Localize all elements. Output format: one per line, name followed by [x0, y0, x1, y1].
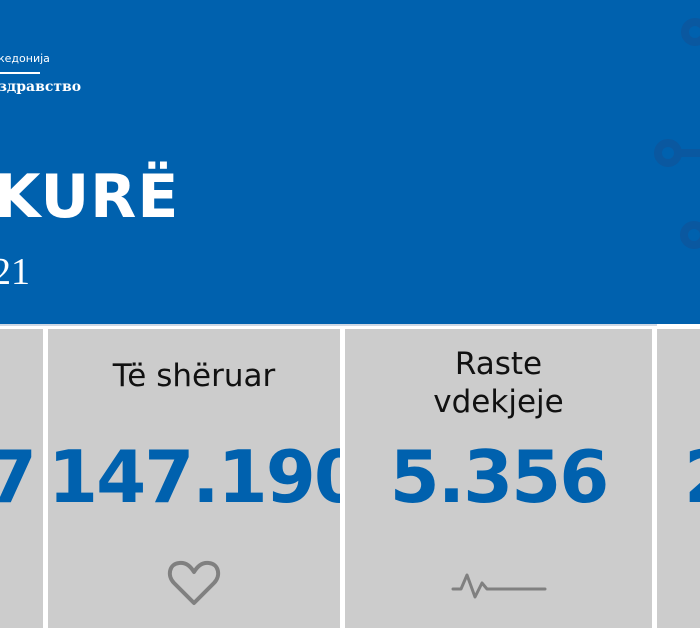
stat-card-partial-right: 2: [657, 329, 700, 628]
stat-label: Të shëruar: [112, 358, 276, 394]
logo-text-bottom: здравство: [0, 79, 82, 95]
circuit-decoration-icon: [654, 18, 700, 249]
page-title: KURË: [0, 162, 180, 232]
stat-card-recovered: Të shëruar 147.190: [48, 329, 340, 628]
logo-divider: [0, 72, 40, 74]
heartbeat-line-icon: [451, 573, 546, 599]
logo-text-top: кедонија: [0, 52, 50, 65]
stat-value: 7: [0, 435, 37, 519]
header-divider: [0, 324, 657, 326]
heart-icon: [167, 560, 221, 605]
header-banner: кедонија здравство KURË 21: [0, 0, 700, 324]
stat-value: 2: [684, 435, 700, 519]
page-subtitle: 21: [0, 251, 30, 293]
stat-card-deaths: Raste vdekjeje 5.356: [345, 329, 652, 628]
stat-value: 147.190: [48, 435, 340, 519]
stat-label-line1: Raste: [454, 346, 543, 382]
stat-label-line2: vdekjeje: [433, 384, 564, 420]
stat-card-partial-left: 7: [0, 329, 43, 628]
stat-value: 5.356: [389, 435, 610, 519]
